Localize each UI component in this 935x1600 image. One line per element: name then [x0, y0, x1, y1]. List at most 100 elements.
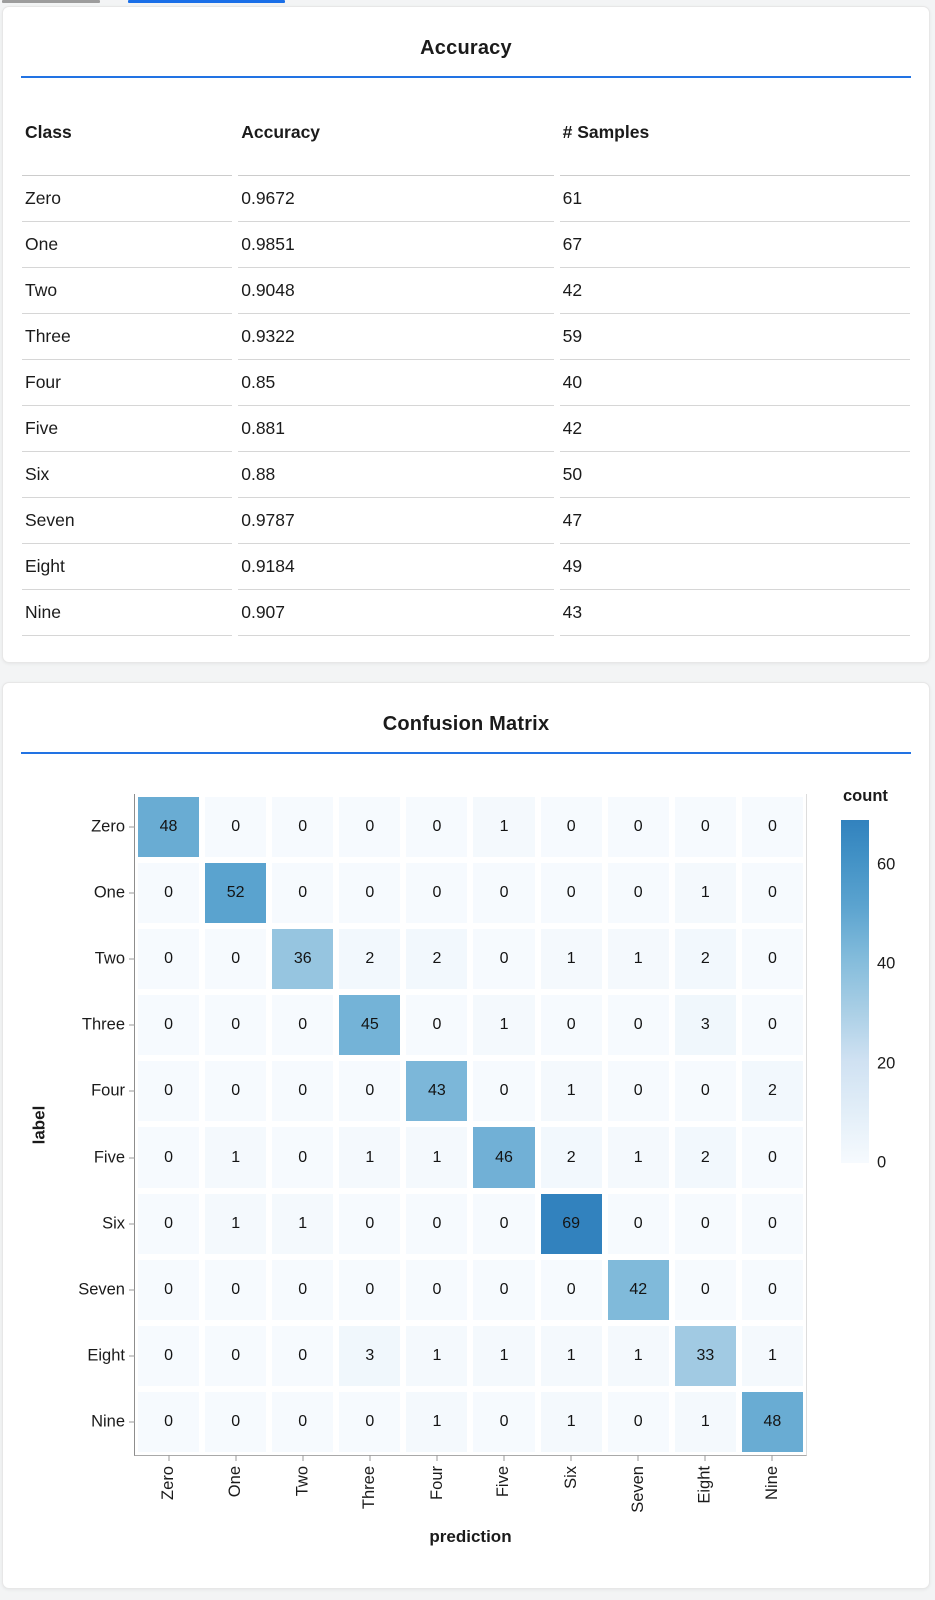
heatmap-cell: 0	[138, 1127, 200, 1188]
x-axis-tick	[503, 1455, 505, 1461]
table-cell: Six	[22, 452, 233, 498]
heatmap-grid: 48 0 0 0 0 1 0 0 0 0 0 52 0 0 0 0 0 0 1 0 0 0 36 2 2 0 1 1 2 0 0 0 0 45 0 1…	[135, 794, 806, 1455]
heatmap-cell: 0	[339, 797, 401, 858]
heatmap-cell: 0	[138, 929, 200, 990]
legend-title: count	[843, 787, 888, 805]
heatmap-cell: 0	[339, 1259, 401, 1320]
legend-tick-label: 40	[877, 954, 896, 973]
heatmap-cell: 0	[540, 1259, 602, 1320]
heatmap-cell: 1	[540, 1061, 602, 1122]
y-axis-tick	[129, 1157, 135, 1159]
x-axis-title: prediction	[429, 1527, 512, 1546]
heatmap-cell: 1	[473, 797, 535, 858]
heatmap-cell: 0	[741, 797, 803, 858]
heatmap-cell: 0	[741, 1259, 803, 1320]
table-cell: Three	[22, 314, 233, 360]
legend-tick-label: 0	[877, 1153, 887, 1172]
y-axis-tick	[129, 1289, 135, 1291]
heatmap-cell: 1	[272, 1193, 334, 1254]
heatmap-cell: 0	[272, 1061, 334, 1122]
legend-tick-label: 20	[877, 1054, 896, 1073]
x-axis-tick	[168, 1455, 170, 1461]
heatmap-cell: 0	[540, 995, 602, 1056]
table-cell: 0.9048	[238, 268, 554, 314]
table-row: Four 0.85 40	[22, 360, 910, 406]
y-axis-tick-label: Zero	[91, 817, 125, 836]
heatmap-cell: 43	[406, 1061, 468, 1122]
heatmap-cell: 0	[540, 863, 602, 924]
y-axis-tick-label: Five	[93, 1148, 125, 1167]
heatmap-cell: 52	[205, 863, 267, 924]
heatmap-cell: 0	[473, 1391, 535, 1452]
table-cell: 42	[559, 406, 910, 452]
heatmap-cell: 0	[205, 1259, 267, 1320]
accuracy-card-title: Accuracy	[420, 37, 512, 59]
x-axis-tick	[436, 1455, 438, 1461]
y-axis-tick-label: Nine	[91, 1412, 125, 1431]
heatmap-cell: 0	[607, 863, 669, 924]
heatmap-cell: 0	[473, 1193, 535, 1254]
legend-bar-wrap: 60 40 20 0	[841, 820, 895, 1172]
legend-gradient-bar	[841, 820, 869, 1163]
y-axis-title: label	[29, 1105, 48, 1145]
heatmap-cell: 0	[741, 1127, 803, 1188]
accent-divider	[21, 752, 911, 754]
tab-indicator-inactive[interactable]	[2, 0, 100, 3]
table-cell: Zero	[22, 176, 233, 222]
heatmap-cell: 0	[406, 797, 468, 858]
heatmap-cell: 1	[607, 1325, 669, 1386]
table-row: Eight 0.9184 49	[22, 544, 910, 590]
heatmap-cell: 0	[138, 1259, 200, 1320]
heatmap-cell: 0	[607, 1391, 669, 1452]
heatmap-cell: 42	[607, 1259, 669, 1320]
y-axis-tick	[129, 1355, 135, 1357]
x-axis-tick-label: Eight	[695, 1466, 714, 1504]
heatmap-cell: 0	[473, 1061, 535, 1122]
heatmap-cell: 1	[406, 1391, 468, 1452]
x-axis-tick-label: Four	[427, 1466, 446, 1500]
heatmap-cell: 33	[674, 1325, 736, 1386]
heatmap-cell: 0	[138, 1193, 200, 1254]
accuracy-table: Class Accuracy # Samples Zero 0.9672 61 One 0.…	[16, 78, 916, 636]
column-header: Class	[22, 78, 233, 176]
heatmap-cell: 0	[607, 1061, 669, 1122]
heatmap-cell: 0	[138, 1391, 200, 1452]
table-row: Two 0.9048 42	[22, 268, 910, 314]
heatmap-cell: 0	[138, 1325, 200, 1386]
color-legend: count 60 40 20 0	[839, 787, 931, 1172]
table-row: Three 0.9322 59	[22, 314, 910, 360]
heatmap-cell: 0	[205, 929, 267, 990]
tab-bar	[0, 0, 935, 4]
heatmap-cell: 1	[607, 1127, 669, 1188]
table-cell: 0.9322	[238, 314, 554, 360]
heatmap-cell: 1	[540, 1325, 602, 1386]
table-cell: 50	[559, 452, 910, 498]
confusion-matrix-title: Confusion Matrix	[382, 713, 550, 735]
y-axis-tick	[129, 1090, 135, 1092]
heatmap-cell: 0	[272, 1391, 334, 1452]
table-row: Seven 0.9787 47	[22, 498, 910, 544]
y-axis-tick-label: Two	[94, 949, 125, 968]
heatmap-cell: 0	[674, 1061, 736, 1122]
column-header: Accuracy	[238, 78, 554, 176]
x-axis-tick	[570, 1455, 572, 1461]
y-axis-tick-label: One	[93, 883, 125, 902]
heatmap-cell: 36	[272, 929, 334, 990]
y-axis-tick	[129, 1421, 135, 1423]
heatmap-cell: 2	[674, 1127, 736, 1188]
table-cell: 0.881	[238, 406, 554, 452]
heatmap-cell: 0	[272, 1325, 334, 1386]
heatmap-cell: 0	[473, 863, 535, 924]
heatmap-cell: 0	[272, 1259, 334, 1320]
tab-indicator-active[interactable]	[128, 0, 285, 3]
y-axis-tick	[129, 958, 135, 960]
y-axis-tick-label: Four	[91, 1081, 125, 1100]
heatmap-cell: 1	[205, 1127, 267, 1188]
heatmap-cell: 0	[205, 797, 267, 858]
heatmap-cell: 0	[272, 1127, 334, 1188]
heatmap-cell: 46	[473, 1127, 535, 1188]
x-axis-tick	[302, 1455, 304, 1461]
heatmap-cell: 45	[339, 995, 401, 1056]
heatmap-cell: 0	[205, 995, 267, 1056]
